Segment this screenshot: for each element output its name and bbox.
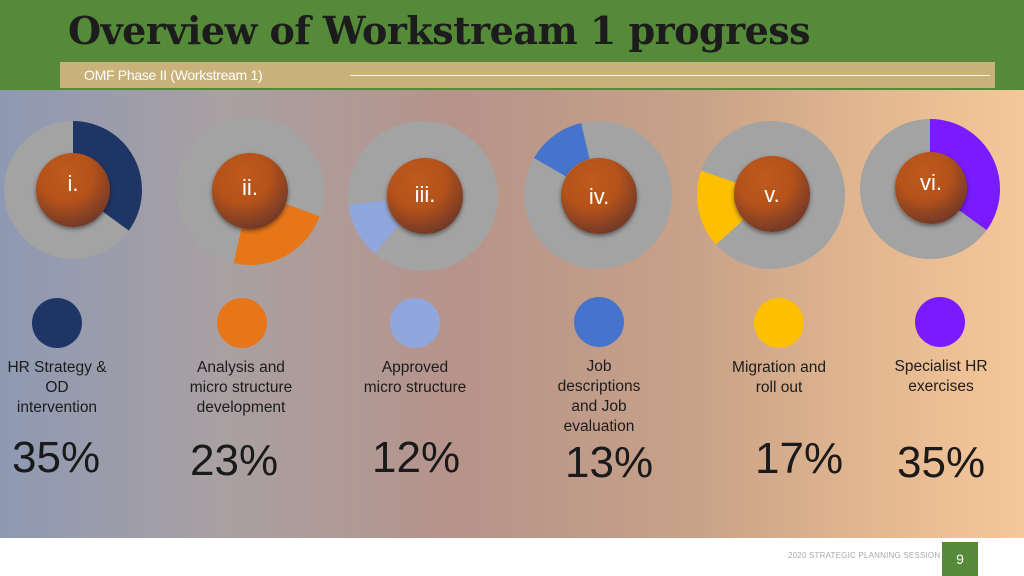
legend-dot-iii [390, 298, 440, 348]
workstream-label-v: Migration and roll out [732, 359, 826, 396]
subtitle: OMF Phase II (Workstream 1) [84, 67, 263, 83]
progress-segment [930, 119, 1000, 231]
percent-ii: 23% [190, 436, 279, 485]
legend-dot-ii [217, 298, 267, 348]
donut-iii: iii. [347, 120, 499, 272]
donut-ii: ii. [175, 116, 325, 266]
progress-segment [533, 122, 590, 177]
legend-dot-iv [574, 297, 624, 347]
donut-v: v. [696, 120, 846, 270]
donut-i: i. [3, 120, 143, 260]
legend-dot-v [754, 298, 804, 348]
subtitle-bar: OMF Phase II (Workstream 1) [60, 62, 995, 88]
percent-v: 17% [755, 434, 844, 483]
footer-session-label: 2020 STRATEGIC PLANNING SESSION [788, 551, 941, 560]
legend-dot-vi [915, 297, 965, 347]
roman-numeral: iv. [588, 184, 610, 209]
workstream-label-iii: Approved micro structure [363, 359, 467, 396]
subtitle-divider [350, 75, 990, 76]
ring-track [348, 121, 498, 271]
donut-iv: iv. [523, 120, 673, 270]
workstream-label-ii: Analysis and micro structure development [189, 359, 293, 416]
title-bar: Overview of Workstream 1 progress OMF Ph… [0, 0, 1024, 90]
progress-panel [0, 90, 1024, 538]
donut-center: ii. [212, 153, 288, 229]
progress-segment [348, 200, 399, 254]
roman-numeral: vi. [920, 170, 942, 195]
donut-center: iv. [561, 158, 637, 234]
roman-numeral: v. [764, 182, 780, 207]
page-title: Overview of Workstream 1 progress [68, 8, 811, 53]
percent-i: 35% [12, 433, 101, 482]
donut-center: i. [36, 153, 110, 227]
workstream-label-i: HR Strategy & OD intervention [7, 359, 107, 416]
roman-numeral: iii. [414, 182, 436, 207]
progress-segment [233, 203, 320, 265]
ring-track [524, 121, 672, 269]
donut-center: iii. [387, 158, 463, 234]
workstream-label-iv: Job descriptions and Job evaluation [557, 358, 641, 435]
donut-center: v. [734, 156, 810, 232]
page-number: 9 [942, 542, 978, 576]
percent-iv: 13% [565, 438, 654, 487]
donut-vi: vi. [859, 118, 1001, 260]
progress-segment [697, 170, 744, 245]
legend-dot-i [32, 298, 82, 348]
donut-center: vi. [895, 152, 967, 224]
percent-iii: 12% [372, 433, 461, 482]
roman-numeral: i. [67, 171, 79, 196]
workstream-label-vi: Specialist HR exercises [894, 358, 988, 395]
roman-numeral: ii. [242, 175, 258, 200]
percent-vi: 35% [897, 438, 986, 487]
